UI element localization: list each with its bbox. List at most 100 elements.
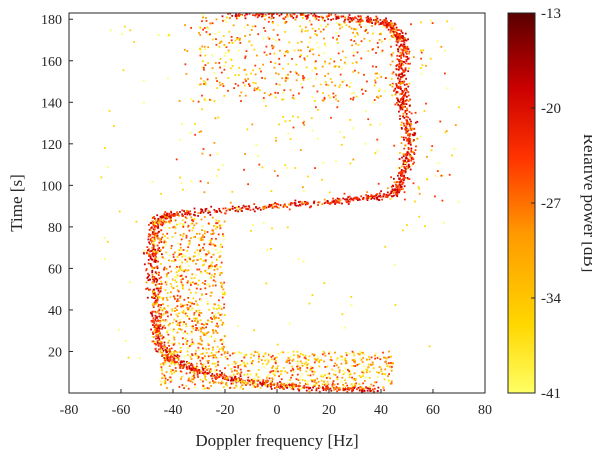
scatter-point <box>403 80 406 83</box>
scatter-point <box>371 388 374 391</box>
scatter-point <box>185 275 187 278</box>
scatter-point <box>339 355 342 358</box>
scatter-point <box>375 194 378 196</box>
scatter-point <box>402 69 404 72</box>
scatter-point <box>199 250 201 252</box>
scatter-point <box>341 376 344 379</box>
scatter-point <box>360 40 363 43</box>
scatter-point <box>398 45 401 48</box>
scatter-point <box>360 57 363 60</box>
scatter-point <box>197 346 200 349</box>
scatter-point <box>215 308 218 310</box>
scatter-point <box>395 34 398 37</box>
scatter-point <box>246 362 249 365</box>
scatter-point <box>368 358 371 361</box>
scatter-point <box>192 371 195 374</box>
scatter-point <box>155 320 158 323</box>
scatter-point <box>178 251 180 254</box>
scatter-point <box>207 344 210 346</box>
scatter-point <box>208 365 211 368</box>
scatter-point <box>216 345 219 348</box>
scatter-point <box>333 387 335 389</box>
scatter-point <box>295 204 298 207</box>
scatter-point <box>179 321 182 323</box>
scatter-point <box>388 38 391 41</box>
scatter-point <box>406 121 408 123</box>
scatter-point <box>249 360 252 363</box>
scatter-point <box>397 185 399 188</box>
scatter-point <box>245 73 248 76</box>
scatter-point <box>315 382 318 384</box>
scatter-point <box>289 386 292 388</box>
scatter-point <box>371 20 373 23</box>
scatter-point <box>184 330 186 333</box>
scatter-point <box>256 207 259 210</box>
scatter-point <box>182 224 185 227</box>
scatter-point <box>176 223 178 226</box>
scatter-point <box>407 57 410 60</box>
scatter-point <box>205 326 207 329</box>
scatter-point <box>156 342 159 344</box>
scatter-point <box>146 246 149 248</box>
scatter-point <box>350 304 353 307</box>
scatter-point <box>272 38 275 40</box>
scatter-point <box>231 65 234 67</box>
scatter-point <box>156 232 159 235</box>
scatter-point <box>182 226 185 228</box>
scatter-point <box>244 57 247 59</box>
scatter-point <box>217 364 219 367</box>
scatter-point <box>369 390 372 392</box>
scatter-point <box>285 50 287 53</box>
scatter-point <box>153 297 156 299</box>
scatter-point <box>304 30 307 32</box>
scatter-point <box>318 390 321 393</box>
scatter-point <box>293 354 295 356</box>
scatter-point <box>274 370 277 373</box>
scatter-point <box>198 131 201 133</box>
scatter-point <box>334 370 337 373</box>
scatter-point <box>254 383 257 385</box>
scatter-point <box>222 207 225 210</box>
scatter-point <box>403 147 406 150</box>
scatter-point <box>402 53 405 56</box>
scatter-point <box>297 379 300 381</box>
scatter-point <box>186 350 189 353</box>
scatter-point <box>172 287 175 289</box>
scatter-point <box>357 44 360 46</box>
scatter-point <box>303 356 306 359</box>
scatter-point <box>197 100 200 103</box>
scatter-point <box>311 27 314 30</box>
scatter-point <box>243 69 246 71</box>
scatter-point <box>215 210 218 212</box>
scatter-point <box>148 248 150 251</box>
scatter-point <box>156 327 158 330</box>
scatter-point <box>369 196 371 199</box>
scatter-point <box>158 291 161 294</box>
scatter-point <box>218 256 221 258</box>
scatter-point <box>151 269 154 272</box>
scatter-point <box>164 215 166 218</box>
scatter-point <box>231 190 234 193</box>
scatter-point <box>323 37 325 40</box>
y-axis-label: Time [s] <box>7 174 26 231</box>
scatter-point <box>214 273 216 275</box>
scatter-point <box>353 383 356 385</box>
scatter-point <box>264 207 266 209</box>
scatter-point <box>253 381 256 384</box>
scatter-point <box>224 367 226 370</box>
scatter-point <box>403 167 406 169</box>
scatter-point <box>298 355 301 358</box>
scatter-point <box>186 269 189 272</box>
scatter-point <box>158 295 161 298</box>
scatter-point <box>408 82 411 85</box>
scatter-point <box>213 318 216 321</box>
scatter-point <box>398 29 400 31</box>
scatter-point <box>345 198 347 201</box>
scatter-point <box>166 273 168 276</box>
scatter-point <box>170 347 173 350</box>
scatter-point <box>159 325 162 328</box>
scatter-point <box>174 310 176 312</box>
scatter-point <box>194 214 196 217</box>
scatter-point <box>155 283 158 286</box>
scatter-point <box>377 95 379 98</box>
